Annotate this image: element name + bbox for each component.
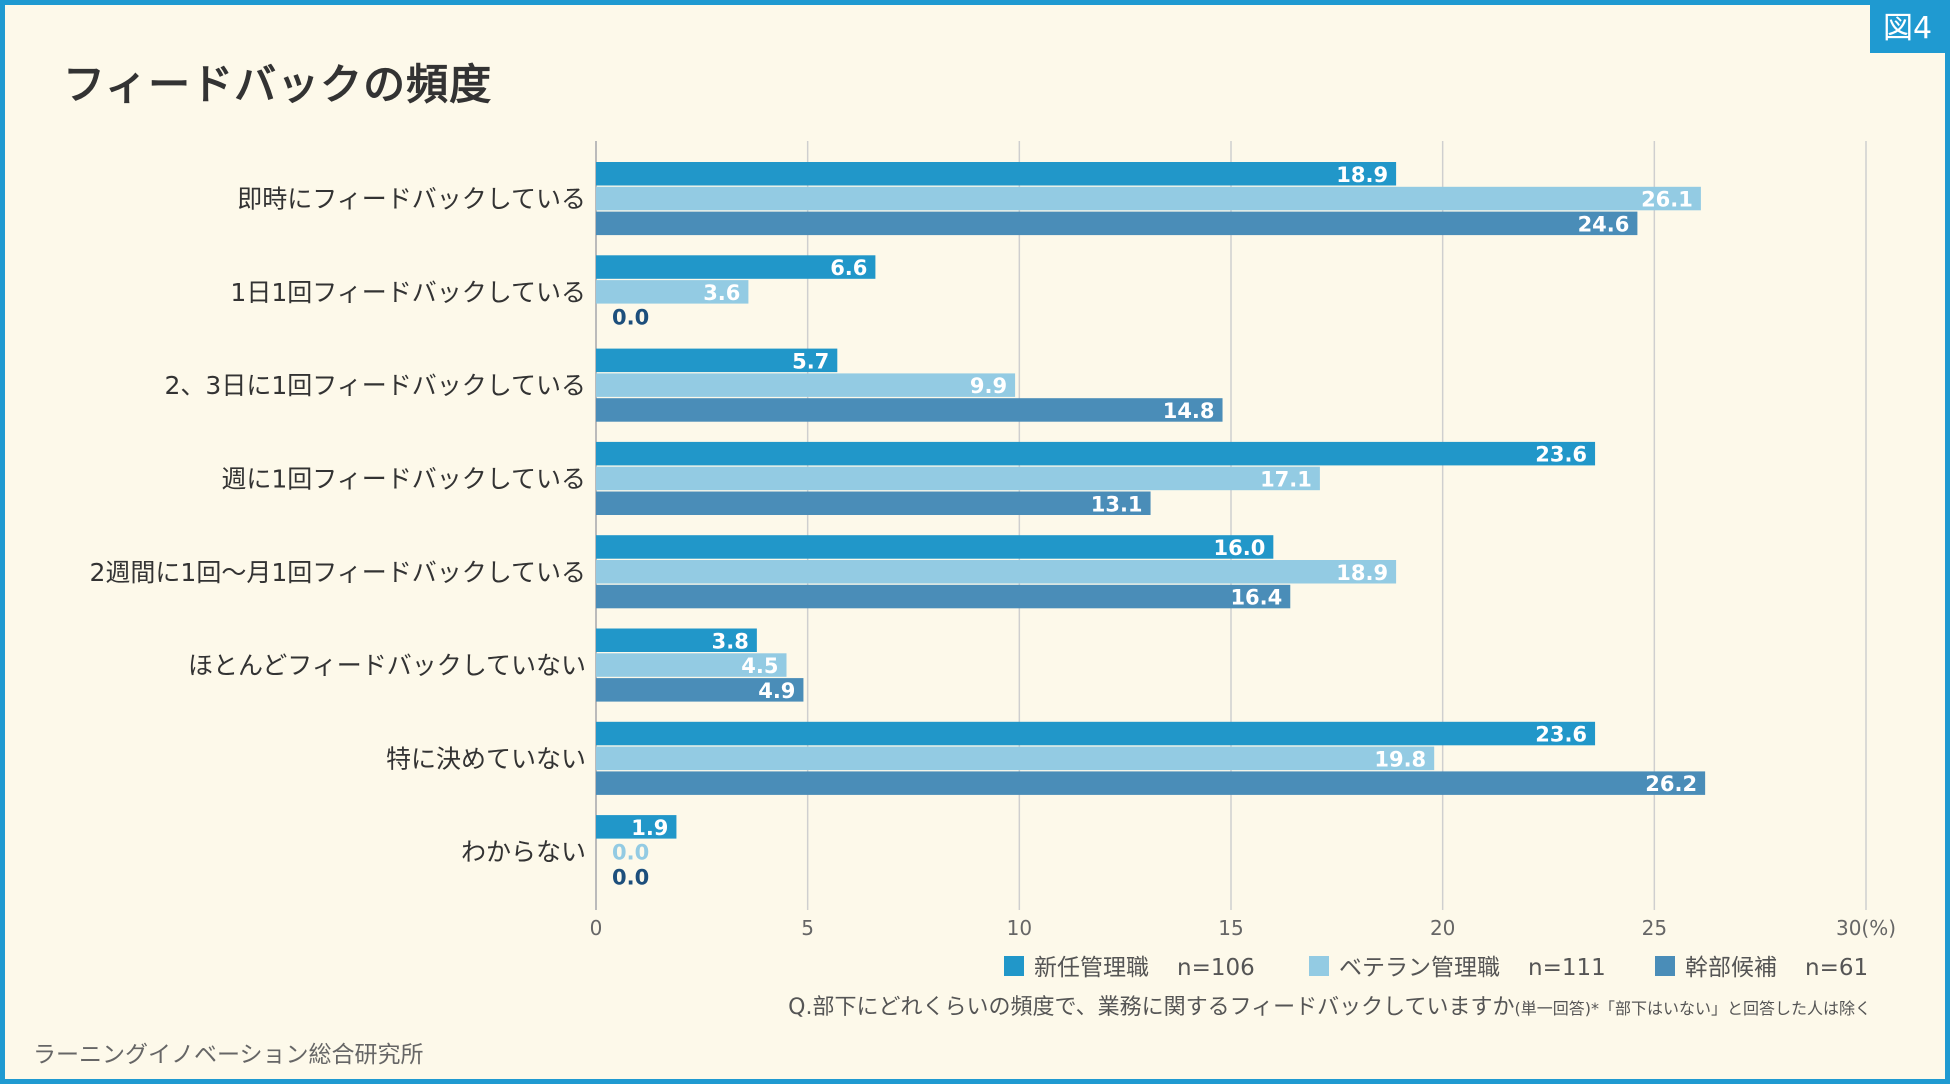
bar bbox=[596, 466, 1320, 491]
data-label: 9.9 bbox=[970, 374, 1007, 398]
data-label: 26.1 bbox=[1641, 188, 1693, 212]
category-label: 即時にフィードバックしている bbox=[237, 185, 586, 214]
question-text: Q.部下にどれくらいの頻度で、業務に関するフィードバックしていますか(単一回答)… bbox=[788, 995, 1871, 1020]
legend-label: 新任管理職 bbox=[1034, 955, 1149, 981]
bar bbox=[596, 255, 876, 279]
bar bbox=[596, 441, 1596, 466]
data-label: 18.9 bbox=[1336, 561, 1388, 585]
bar bbox=[596, 815, 677, 839]
bar bbox=[596, 162, 1397, 186]
data-label: 16.4 bbox=[1230, 586, 1282, 610]
data-label: 23.6 bbox=[1535, 723, 1587, 747]
data-label: 17.1 bbox=[1260, 467, 1312, 491]
legend-label: ベテラン管理職 bbox=[1339, 955, 1500, 981]
x-tick-label: 5 bbox=[801, 916, 814, 940]
data-label: 5.7 bbox=[792, 349, 829, 373]
data-label: 6.6 bbox=[830, 256, 867, 280]
data-label: 24.6 bbox=[1578, 212, 1630, 236]
x-tick-label: 10 bbox=[1007, 916, 1032, 940]
data-label: 0.0 bbox=[612, 841, 649, 865]
bar bbox=[596, 771, 1706, 795]
bar bbox=[596, 348, 838, 373]
bar bbox=[596, 186, 1701, 211]
bar bbox=[596, 211, 1638, 236]
figure-badge: 図4 bbox=[1870, 5, 1945, 53]
bar-chart: 0 5 10 15 20 25 30(%) 即時にフィードバックしている 1日1回フィードバック… bbox=[90, 141, 1896, 1020]
data-label: 4.5 bbox=[741, 654, 778, 678]
chart-title: フィードバックの頻度 bbox=[63, 60, 493, 109]
bar bbox=[596, 398, 1223, 422]
category-label: 2週間に1回〜月1回フィードバックしている bbox=[90, 558, 586, 587]
brand-name: ラーニングイノベーション総合研究所 bbox=[33, 1042, 424, 1068]
category-label: 週に1回フィードバックしている bbox=[221, 464, 586, 493]
data-label: 18.9 bbox=[1336, 163, 1388, 187]
data-label: 16.0 bbox=[1214, 536, 1266, 560]
legend-swatch bbox=[1655, 956, 1675, 976]
data-label: 0.0 bbox=[612, 306, 649, 330]
legend-swatch bbox=[1309, 956, 1329, 976]
bar bbox=[596, 746, 1435, 771]
bar bbox=[596, 721, 1596, 746]
x-tick-label: 25 bbox=[1642, 916, 1667, 940]
data-label: 3.6 bbox=[703, 281, 740, 305]
bar bbox=[596, 560, 1397, 584]
legend-n: n=111 bbox=[1528, 955, 1606, 981]
bar bbox=[596, 491, 1151, 515]
category-label: わからない bbox=[461, 838, 586, 867]
bar bbox=[596, 280, 749, 304]
category-label: ほとんどフィードバックしていない bbox=[188, 651, 586, 680]
legend-n: n=106 bbox=[1177, 955, 1255, 981]
category-label: 特に決めていない bbox=[386, 744, 586, 773]
legend-label: 幹部候補 bbox=[1685, 955, 1777, 981]
bar bbox=[596, 535, 1274, 559]
bar bbox=[596, 678, 804, 702]
category-label: 1日1回フィードバックしている bbox=[230, 278, 586, 307]
data-label: 13.1 bbox=[1091, 492, 1143, 516]
data-label: 23.6 bbox=[1535, 443, 1587, 467]
bar bbox=[596, 653, 787, 677]
data-label: 0.0 bbox=[612, 865, 649, 889]
question-note: (単一回答)*「部下はいない」と回答した人は除く bbox=[1515, 999, 1872, 1018]
data-label: 4.9 bbox=[758, 679, 795, 703]
data-label: 14.8 bbox=[1163, 399, 1215, 423]
legend-swatch bbox=[1004, 956, 1024, 976]
data-label: 19.8 bbox=[1374, 747, 1426, 771]
category-label: 2、3日に1回フィードバックしている bbox=[165, 371, 586, 400]
x-tick-label: 15 bbox=[1218, 916, 1243, 940]
legend-n: n=61 bbox=[1805, 955, 1868, 981]
data-label: 3.8 bbox=[712, 629, 749, 653]
bar bbox=[596, 373, 1016, 397]
bar bbox=[596, 584, 1291, 609]
data-label: 26.2 bbox=[1645, 772, 1697, 796]
x-tick-label: 0 bbox=[590, 916, 603, 940]
x-tick-label: 30(%) bbox=[1836, 916, 1896, 940]
bar bbox=[596, 628, 757, 652]
x-tick-label: 20 bbox=[1430, 916, 1455, 940]
data-label: 1.9 bbox=[631, 816, 668, 840]
question-main: Q.部下にどれくらいの頻度で、業務に関するフィードバックしていますか bbox=[788, 995, 1514, 1020]
